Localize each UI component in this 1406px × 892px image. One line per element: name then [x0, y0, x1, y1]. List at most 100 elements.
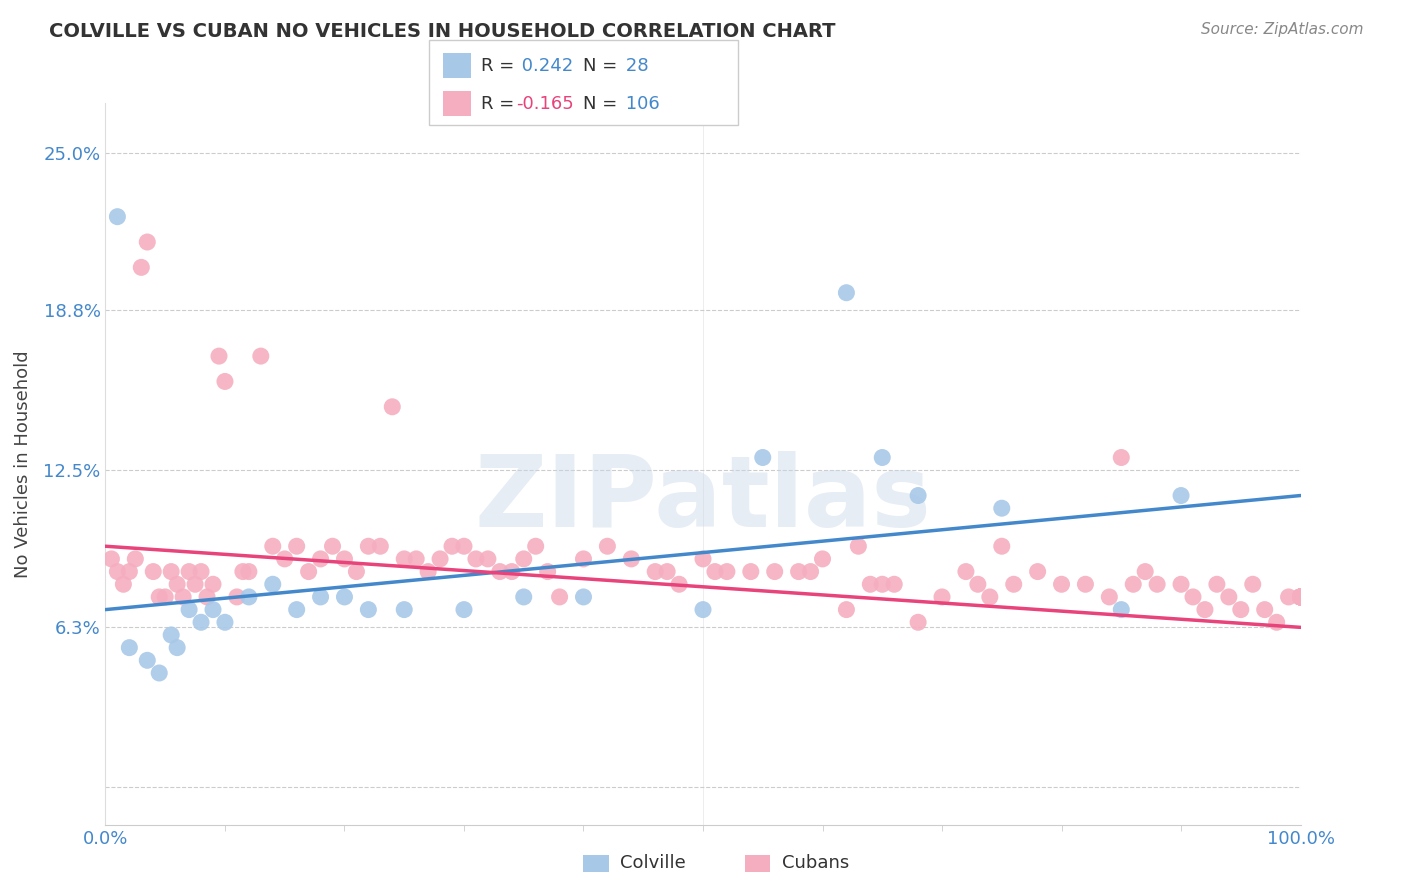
Point [1289, 590, 1312, 604]
Point [979, 590, 1001, 604]
Point [644, 565, 666, 579]
Point [1289, 590, 1312, 604]
Point [321, 539, 344, 553]
Point [513, 552, 536, 566]
Point [453, 602, 475, 616]
Point [931, 590, 953, 604]
Point [1289, 590, 1312, 604]
Point [129, 260, 153, 275]
Point [1289, 590, 1312, 604]
Point [1277, 590, 1299, 604]
Point [704, 565, 727, 579]
Point [160, 565, 183, 579]
Point [118, 640, 141, 655]
Point [524, 539, 547, 553]
Point [907, 489, 929, 503]
Point [118, 565, 141, 579]
Point [368, 539, 391, 553]
Point [572, 552, 595, 566]
Point [1289, 590, 1312, 604]
Point [1194, 602, 1216, 616]
Point [107, 210, 129, 224]
Point [238, 590, 260, 604]
Point [1111, 450, 1133, 465]
Point [668, 577, 690, 591]
Point [148, 665, 170, 680]
Point [859, 577, 882, 591]
Text: 28: 28 [620, 56, 648, 75]
Point [907, 615, 929, 630]
Point [262, 539, 284, 553]
Point [309, 552, 332, 566]
Point [381, 400, 404, 414]
Point [572, 590, 595, 604]
Point [1181, 590, 1204, 604]
Point [160, 628, 183, 642]
Point [1289, 590, 1312, 604]
Point [955, 565, 977, 579]
Y-axis label: No Vehicles in Household: No Vehicles in Household [14, 350, 32, 578]
Point [990, 539, 1012, 553]
Point [142, 565, 165, 579]
Text: Cubans: Cubans [782, 855, 849, 872]
Point [655, 565, 678, 579]
Point [872, 577, 894, 591]
Point [967, 577, 990, 591]
Point [1170, 577, 1192, 591]
Point [148, 590, 170, 604]
Point [1146, 577, 1168, 591]
Point [136, 235, 159, 249]
Point [124, 552, 146, 566]
Point [309, 590, 332, 604]
Point [166, 640, 188, 655]
Point [489, 565, 512, 579]
Point [1133, 565, 1156, 579]
Point [1289, 590, 1312, 604]
Point [333, 552, 356, 566]
Text: 0.242: 0.242 [516, 56, 574, 75]
Text: R =: R = [481, 56, 520, 75]
Point [214, 375, 236, 389]
Point [184, 577, 207, 591]
Point [346, 565, 368, 579]
Point [1229, 602, 1251, 616]
Text: 106: 106 [620, 95, 659, 112]
Point [763, 565, 786, 579]
Point [202, 577, 225, 591]
Point [477, 552, 499, 566]
Point [392, 552, 416, 566]
Point [464, 552, 486, 566]
Point [1289, 590, 1312, 604]
Point [1218, 590, 1240, 604]
Text: ZIPatlas: ZIPatlas [475, 451, 931, 549]
Point [232, 565, 254, 579]
Text: N =: N = [583, 95, 623, 112]
Point [225, 590, 249, 604]
Point [1254, 602, 1277, 616]
Point [1289, 590, 1312, 604]
Point [405, 552, 427, 566]
Point [990, 501, 1012, 516]
Point [811, 552, 834, 566]
Point [333, 590, 356, 604]
Point [453, 539, 475, 553]
Point [1289, 590, 1312, 604]
Point [1026, 565, 1049, 579]
Point [190, 565, 212, 579]
Point [1289, 590, 1312, 604]
Point [392, 602, 416, 616]
Point [214, 615, 236, 630]
Point [357, 539, 380, 553]
Point [846, 539, 869, 553]
Point [596, 539, 619, 553]
Point [190, 615, 212, 630]
Text: -0.165: -0.165 [516, 95, 574, 112]
Point [872, 450, 894, 465]
Point [357, 602, 380, 616]
Point [166, 577, 188, 591]
Point [100, 552, 122, 566]
Point [1289, 590, 1312, 604]
Point [536, 565, 558, 579]
Point [716, 565, 738, 579]
Text: R =: R = [481, 95, 520, 112]
